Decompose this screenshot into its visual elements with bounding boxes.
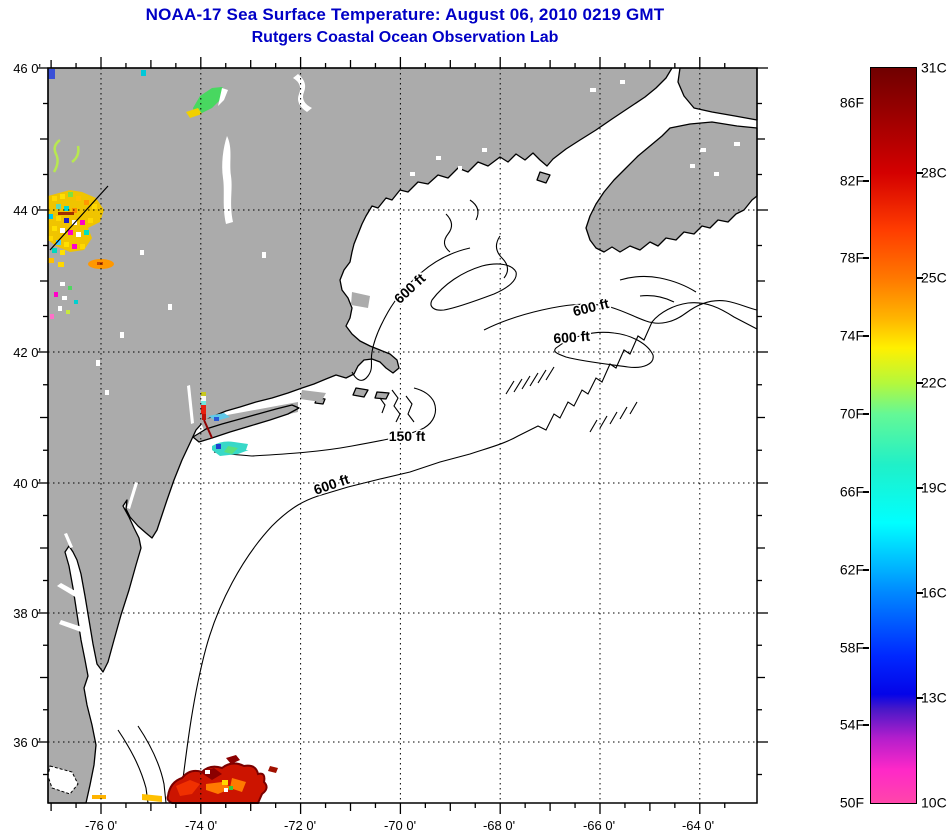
colorbar-f-label: 86F	[839, 94, 864, 111]
colorbar-c-tick	[917, 487, 923, 489]
contour-600ft-channel	[483, 300, 758, 331]
contour-600ft-georges	[554, 331, 654, 368]
colorbar-f-label: 78F	[839, 249, 864, 266]
colorbar-c-label: 13C	[921, 689, 947, 706]
contour-label-150ft: 150 ft	[389, 428, 426, 444]
x-tick-label: -70 0'	[384, 818, 416, 833]
land-nova-scotia	[585, 121, 758, 253]
colorbar-c-tick	[917, 172, 923, 174]
colorbar-f-tick	[863, 724, 869, 726]
contour-150ft	[213, 387, 437, 457]
cloud-ri-offshore	[300, 390, 326, 402]
contour-600ft-wilkinson	[351, 247, 471, 381]
y-tick-label: 38 0'	[13, 606, 41, 621]
colorbar-c-label: 10C	[921, 794, 947, 811]
y-tick-label: 42 0'	[13, 345, 41, 360]
y-tick-label: 36 0'	[13, 735, 41, 750]
colorbar-f-label: 66F	[839, 483, 864, 500]
colorbar-c-tick	[917, 277, 923, 279]
colorbar-f-label: 54F	[839, 716, 864, 733]
sst-patch-upstate-squiggles	[52, 139, 80, 173]
colorbar-gradient	[870, 67, 917, 804]
colorbar-f-tick	[863, 257, 869, 259]
colorbar-c-label: 28C	[921, 164, 947, 181]
map-frame	[47, 67, 758, 804]
colorbar-f-tick	[863, 491, 869, 493]
cloud-mass-bay	[351, 292, 370, 308]
lakes-rivers	[47, 74, 740, 795]
island-grand-manan	[536, 171, 551, 184]
colorbar-f-tick	[863, 647, 869, 649]
colorbar-c-tick	[917, 697, 923, 699]
island-nantucket	[374, 391, 390, 400]
land-long-island	[192, 404, 300, 443]
sst-patch-long-island	[208, 413, 256, 456]
x-tick-label: -66 0'	[583, 818, 615, 833]
sst-patch-lake-ontario	[48, 185, 109, 267]
map-title: NOAA-17 Sea Surface Temperature: August …	[145, 5, 665, 24]
colorbar-c-label: 16C	[921, 584, 947, 601]
colorbar-f-label: 82F	[839, 172, 864, 189]
colorbar-f-tick	[863, 335, 869, 337]
sst-patch-north-green	[186, 87, 228, 118]
y-axis-labels: 46 0' 44 0' 42 0' 40 0' 38 0' 36 0'	[13, 61, 41, 750]
contour-hatteras-2	[117, 729, 149, 804]
y-tick-label: 44 0'	[13, 203, 41, 218]
axis-ticks	[37, 57, 768, 814]
contour-jordan-basin	[430, 263, 517, 311]
contour-label-600ft-3: 600 ft	[553, 328, 591, 347]
x-tick-label: -68 0'	[483, 818, 515, 833]
colorbar-c-label: 22C	[921, 374, 947, 391]
sst-patch-nyc-stripe	[201, 392, 213, 439]
colorbar-f-label: 62F	[839, 561, 864, 578]
x-tick-label: -64 0'	[682, 818, 714, 833]
colorbar-c-label: 31C	[921, 59, 947, 76]
y-tick-label: 40 0'	[13, 476, 41, 491]
colorbar-c-label: 25C	[921, 269, 947, 286]
x-tick-label: -76 0'	[85, 818, 117, 833]
x-tick-label: -74 0'	[185, 818, 217, 833]
colorbar-f-tick	[863, 569, 869, 571]
graticule	[48, 68, 757, 803]
bathymetry-contours	[117, 199, 758, 804]
contour-600ft-shelf	[179, 302, 758, 804]
colorbar-f-label: 50F	[839, 794, 864, 811]
land	[47, 67, 758, 804]
colorbar-f-label: 74F	[839, 327, 864, 344]
colorbar-c-tick	[917, 592, 923, 594]
y-tick-label: 46 0'	[13, 61, 41, 76]
x-tick-label: -72 0'	[284, 818, 316, 833]
island-marthas-vineyard	[352, 387, 369, 398]
contour-hatteras-1	[137, 725, 167, 804]
colorbar-c-label: 19C	[921, 479, 947, 496]
land-mainland	[47, 67, 673, 804]
colorbar-f-label: 70F	[839, 405, 864, 422]
map-subtitle: Rutgers Coastal Ocean Observation Lab	[251, 29, 559, 46]
colorbar-f-tick	[863, 180, 869, 182]
colorbar-f-tick	[863, 413, 869, 415]
sst-patch-gulf-stream	[92, 755, 278, 804]
x-axis-labels: -76 0' -74 0' -72 0' -70 0' -68 0' -66 0…	[85, 818, 714, 833]
colorbar-c-tick	[917, 382, 923, 384]
colorbar-f-label: 58F	[839, 639, 864, 656]
